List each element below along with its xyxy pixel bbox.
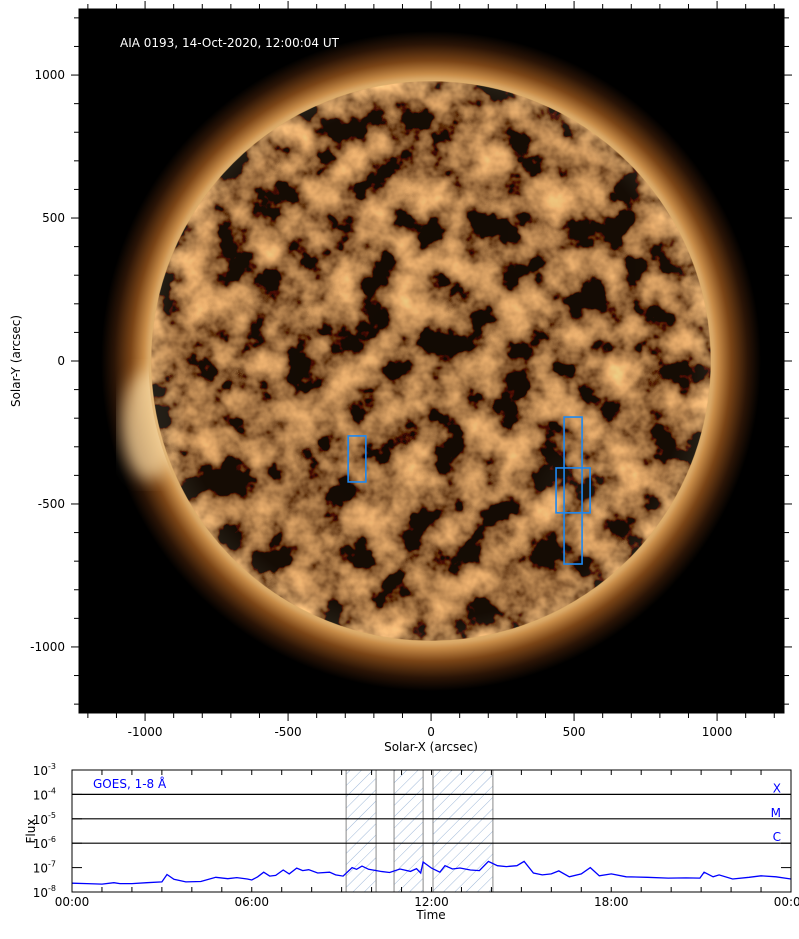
flare-class-lines: XMC <box>72 781 791 844</box>
shaded-interval <box>345 770 377 892</box>
image-axis-ticks: -1000 -500 0 500 1000 -1000 -500 0 500 1000 <box>30 1 792 739</box>
y-tick-label: 0 <box>57 354 65 368</box>
x-tick-label: 12:00 <box>414 895 449 909</box>
y-tick-label: 10-4 <box>33 786 56 802</box>
y-tick-label: 10-6 <box>33 835 56 851</box>
image-x-axis-label: Solar-X (arcsec) <box>384 740 478 754</box>
region-box <box>347 435 367 483</box>
region-box <box>555 467 591 514</box>
x-tick-label: 06:00 <box>234 895 269 909</box>
shaded-interval <box>432 770 494 892</box>
x-tick-label: -1000 <box>128 725 163 739</box>
x-tick-label: 1000 <box>702 725 733 739</box>
region-box <box>563 416 583 565</box>
image-annotation: AIA 0193, 14-Oct-2020, 12:00:04 UT <box>120 36 340 50</box>
flare-class-label: X <box>773 781 781 795</box>
y-tick-label: -500 <box>38 497 65 511</box>
y-tick-label: 10-7 <box>33 860 56 876</box>
image-y-axis-label: Solar-Y (arcsec) <box>9 315 23 407</box>
y-tick-label: 10-3 <box>33 762 56 778</box>
flare-class-label: M <box>771 806 781 820</box>
region-boxes <box>347 416 591 565</box>
x-tick-label: 0 <box>427 725 435 739</box>
y-tick-label: 10-5 <box>33 811 56 827</box>
y-tick-label: -1000 <box>30 640 65 654</box>
x-tick-label: -500 <box>274 725 301 739</box>
x-tick-label: 18:00 <box>594 895 629 909</box>
goes-legend: GOES, 1-8 Å <box>93 776 167 791</box>
goes-y-axis-label: Flux <box>24 819 38 844</box>
shaded-interval <box>393 770 424 892</box>
solar-limb <box>148 78 714 644</box>
flare-class-label: C <box>773 830 781 844</box>
x-tick-label: 00:00 <box>774 895 799 909</box>
goes-axis-ticks: 00:00 06:00 12:00 18:00 00:00 10-3 10-4 10-5 10-… <box>33 762 799 909</box>
x-tick-label: 500 <box>563 725 586 739</box>
solar-disk-texture <box>151 81 711 641</box>
goes-plot-background <box>72 770 791 892</box>
goes-x-axis-label: Time <box>415 908 445 922</box>
aia-image-panel: AIA 0193, 14-Oct-2020, 12:00:04 UT -1000… <box>9 1 792 754</box>
shaded-intervals <box>345 770 494 892</box>
y-tick-label: 1000 <box>34 68 65 82</box>
goes-panel: XMC 00:00 06:00 12:00 18:00 00:00 10-3 10-4 10-… <box>24 762 799 922</box>
goes-flux-line <box>72 860 791 885</box>
y-tick-label: 500 <box>42 211 65 225</box>
x-tick-label: 00:00 <box>55 895 90 909</box>
y-tick-label: 10-8 <box>33 884 56 900</box>
